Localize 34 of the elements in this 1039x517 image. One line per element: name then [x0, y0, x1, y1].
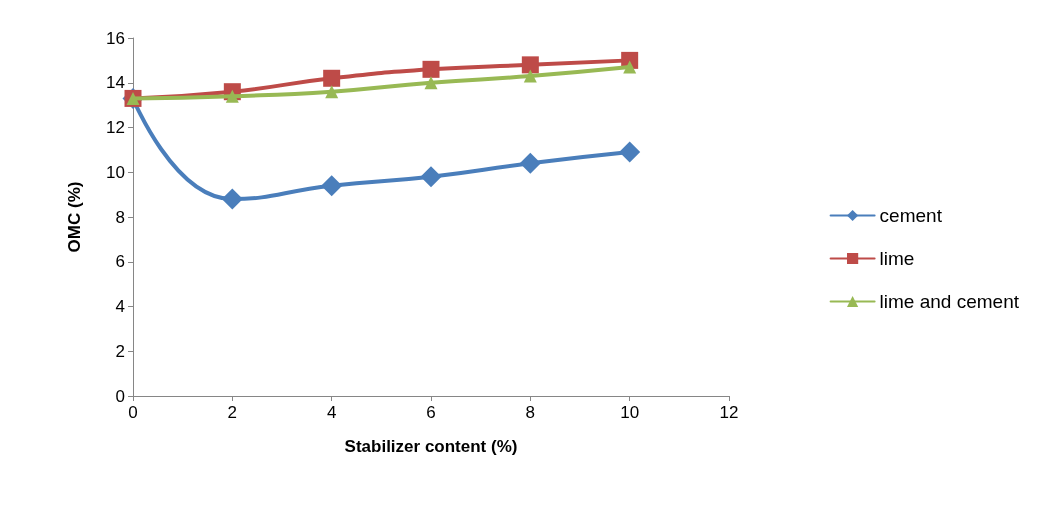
point: [225, 89, 239, 103]
point: [420, 166, 442, 188]
x-tick-label: 2: [227, 403, 238, 422]
point: [325, 85, 339, 99]
legend-label: lime: [879, 248, 915, 269]
x-axis-title: Stabilizer content (%): [344, 437, 518, 456]
x-tick-label: 12: [719, 403, 739, 422]
point: [422, 60, 440, 78]
point: [519, 152, 541, 174]
y-tick-label: 4: [115, 297, 125, 316]
y-tick-label: 2: [115, 341, 125, 361]
y-tick-label: 10: [106, 162, 125, 182]
x-tick-label: 6: [426, 403, 436, 422]
x-tick-label: 0: [128, 403, 138, 422]
y-tick-label: 12: [106, 118, 125, 137]
point: [424, 76, 438, 90]
point: [623, 60, 637, 74]
x-tick-label: 10: [620, 403, 640, 422]
y-tick-label: 0: [115, 386, 125, 406]
y-tick-label: 14: [106, 73, 125, 93]
point: [321, 175, 343, 197]
y-axis-title: OMC (%): [65, 181, 84, 253]
x-tick-label: 8: [525, 403, 536, 422]
legend-label: lime and cement: [879, 291, 1020, 312]
point: [221, 188, 243, 210]
y-tick-label: 8: [115, 207, 125, 227]
y-tick-label: 6: [115, 252, 125, 272]
y-tick-label: 16: [106, 28, 125, 48]
point: [323, 69, 341, 87]
x-tick-label: 4: [326, 403, 337, 422]
point: [619, 141, 641, 163]
point: [523, 69, 537, 83]
point: [521, 56, 539, 74]
legend-label: cement: [879, 205, 943, 226]
